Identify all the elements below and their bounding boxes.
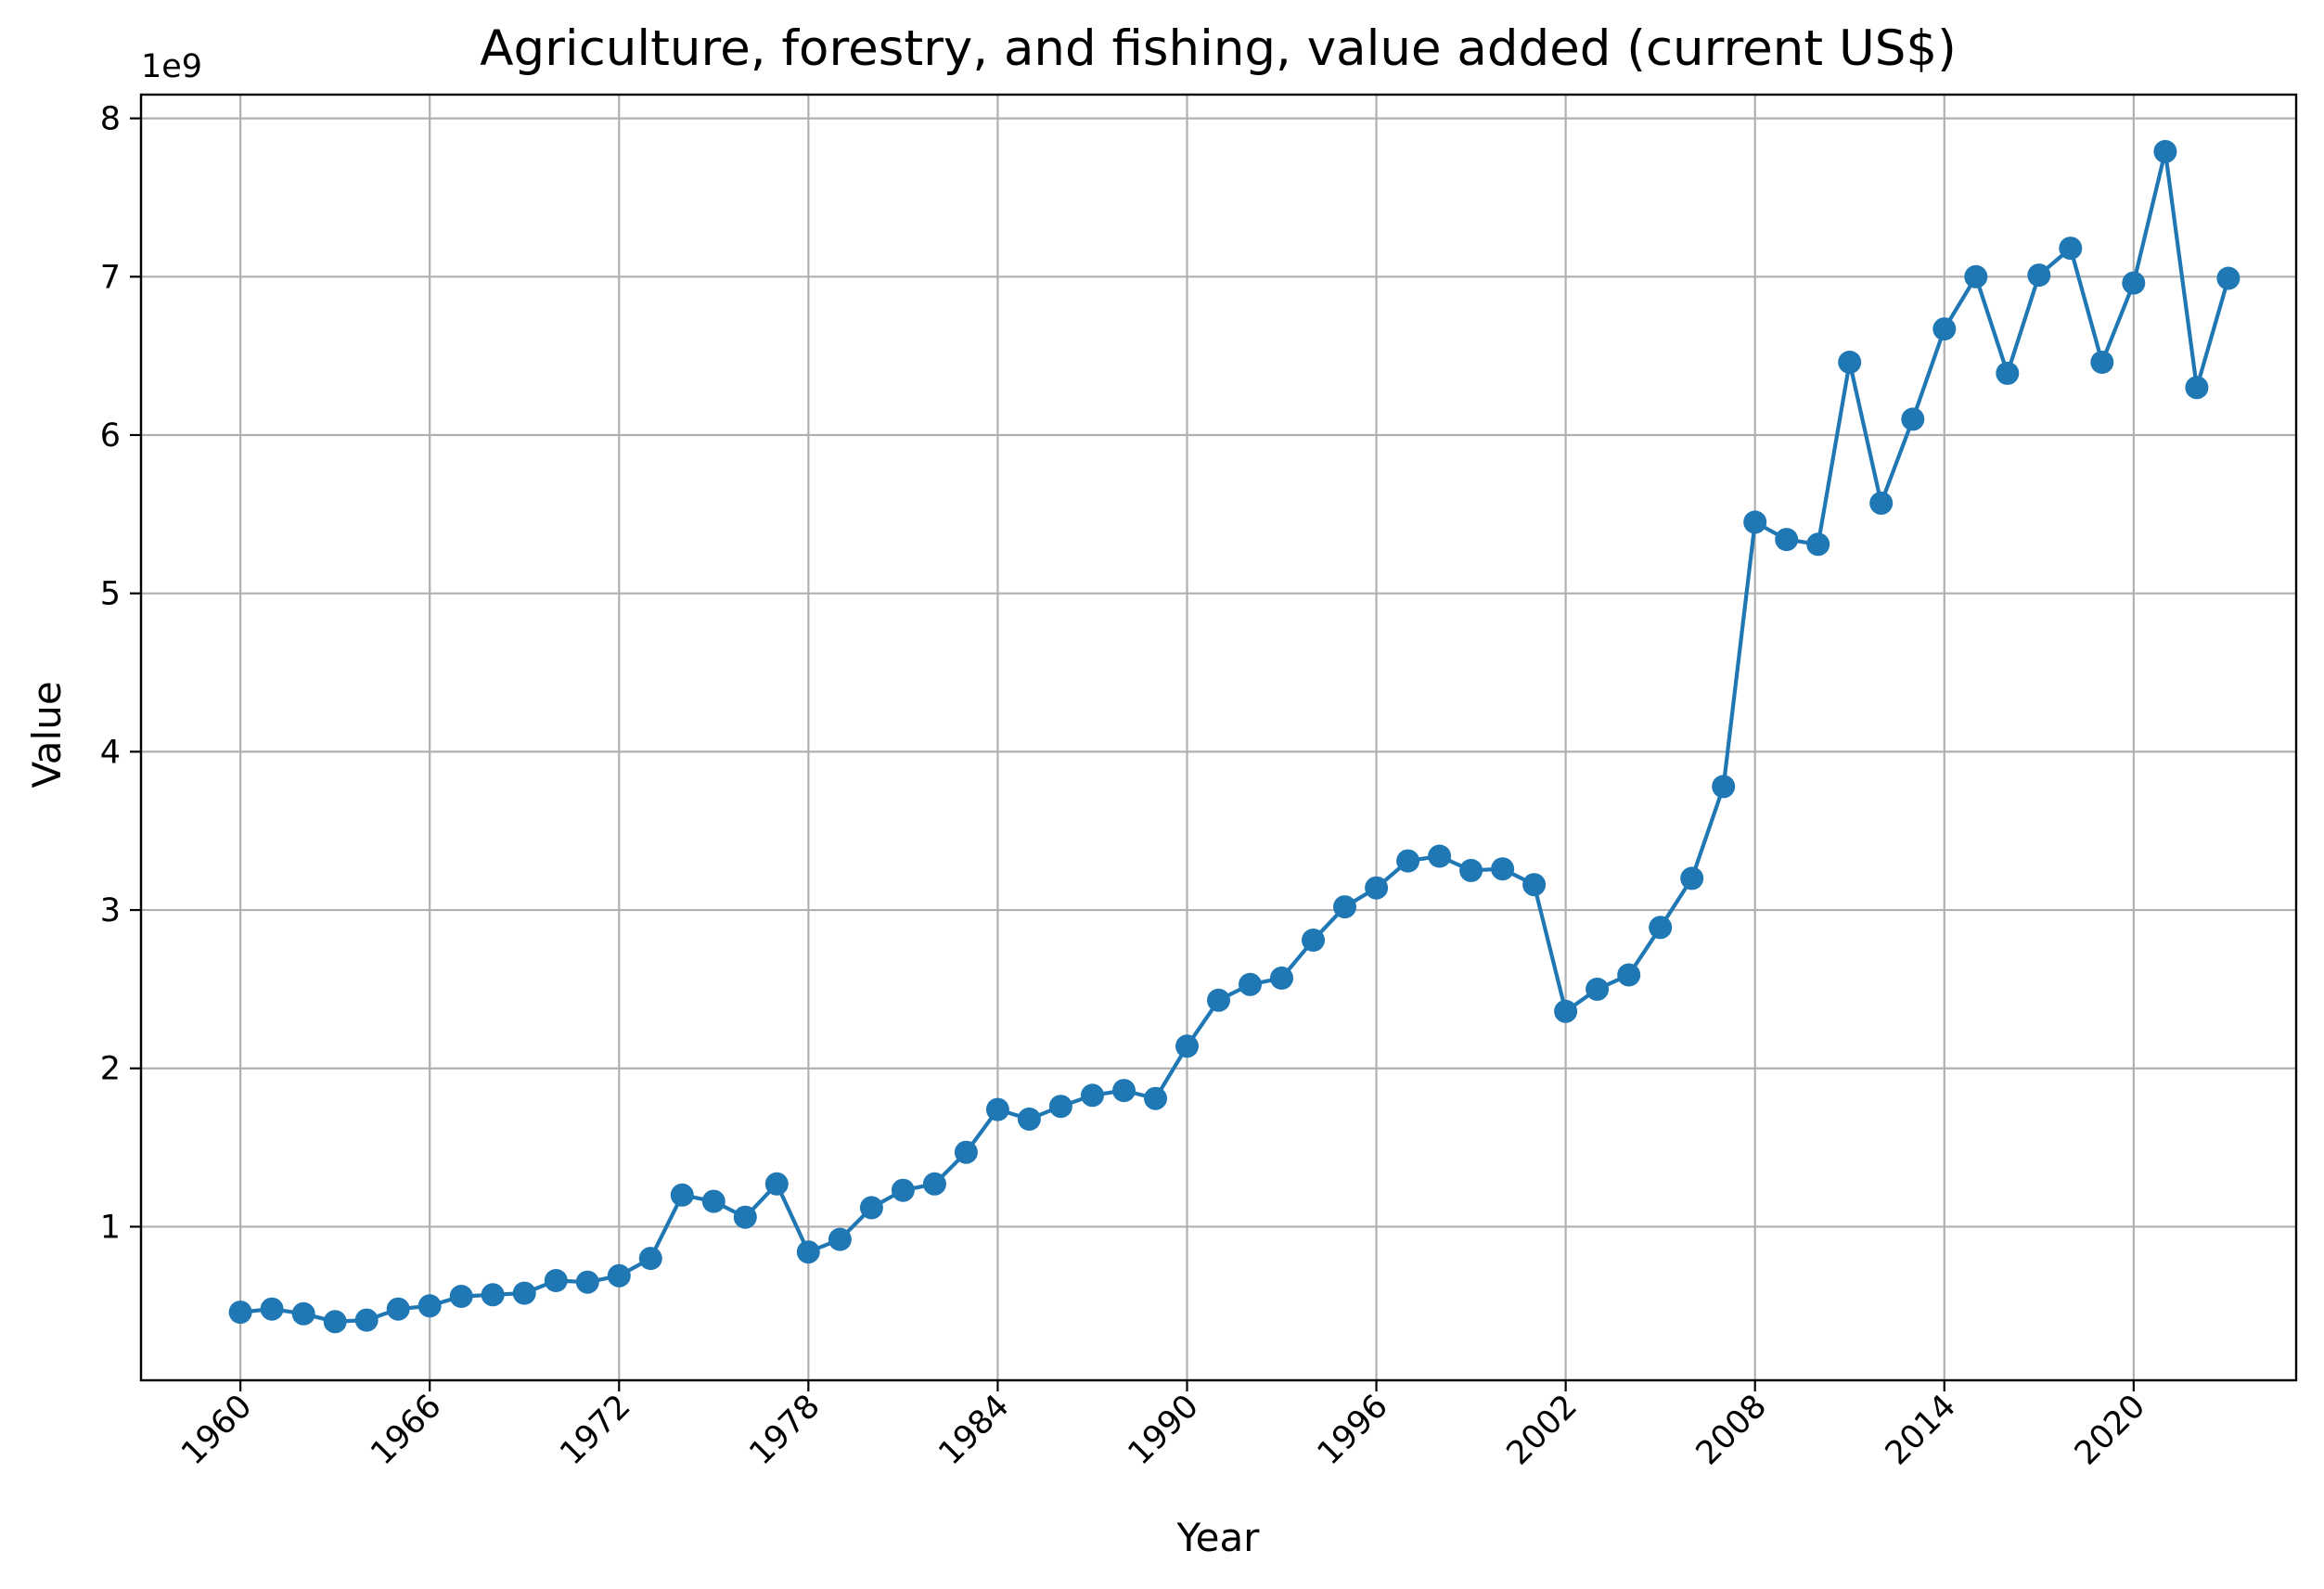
data-point [2216,266,2241,290]
data-point [2122,271,2146,295]
y-axis-offset-label: 1e9 [141,48,202,85]
data-point [1365,876,1389,900]
data-point [1680,866,1704,891]
data-point [354,1308,379,1332]
data-point [323,1310,347,1334]
data-point [1901,407,1925,431]
data-point [386,1297,410,1321]
data-point [1175,1034,1199,1058]
x-tick-label: 2008 [1689,1388,1774,1472]
y-tick-label: 3 [100,892,121,929]
data-point [1996,361,2020,385]
data-point [922,1172,946,1196]
data-point [1333,895,1356,919]
y-tick-label: 5 [100,576,121,613]
x-axis-ticks: 1960 1966 1972 1978 1984 1990 1996 2002 2008 2014… [174,1380,2152,1472]
data-point [2027,263,2051,288]
data-point [1838,351,1862,374]
data-point [1239,972,1262,996]
y-tick-label: 1 [100,1209,121,1246]
data-point [607,1263,631,1288]
data-point [1459,858,1483,882]
data-point [1302,929,1325,952]
data-point [417,1294,442,1318]
data-point [1017,1107,1041,1131]
y-tick-label: 4 [100,734,121,771]
series-line [239,149,2230,1324]
y-tick-label: 2 [100,1051,121,1088]
data-point [1112,1079,1136,1103]
data-point [1712,775,1736,799]
data-point [796,1240,820,1264]
x-tick-label: 1978 [742,1388,827,1472]
x-tick-label: 1990 [1122,1388,1206,1472]
data-point [1144,1086,1167,1110]
data-point [954,1140,978,1164]
data-point [670,1183,694,1207]
data-point [260,1297,284,1321]
data-point [1081,1083,1104,1108]
x-tick-label: 1984 [932,1388,1017,1472]
y-tick-label: 6 [100,417,121,455]
x-tick-label: 2014 [1879,1388,1963,1472]
data-point [764,1172,789,1196]
data-point [544,1269,568,1292]
data-point [512,1281,536,1305]
data-point [1270,966,1293,990]
data-point [2153,139,2177,163]
data-point [1617,963,1641,987]
data-point [2090,351,2114,374]
data-point [2185,376,2209,400]
data-point [891,1178,915,1202]
data-point [1554,999,1578,1023]
data-point [1806,532,1830,557]
data-point [575,1270,599,1294]
y-tick-label: 7 [100,259,121,296]
data-point [1396,849,1420,873]
data-point [1649,916,1673,940]
x-tick-label: 2002 [1500,1388,1585,1472]
y-axis-label: Value [24,681,70,788]
data-point [701,1189,725,1213]
data-point [481,1283,505,1307]
data-point [1586,977,1610,1001]
data-point [291,1301,315,1326]
data-point [2059,237,2083,261]
data-point [449,1285,473,1308]
data-point [1522,873,1547,897]
data-point [1964,264,1988,288]
data-point [859,1196,883,1220]
data-series [228,139,2241,1334]
data-point [1428,844,1452,868]
data-point [1932,317,1957,341]
data-point [1048,1095,1072,1119]
x-tick-label: 1972 [553,1388,637,1472]
data-point [638,1247,662,1271]
chart-title: Agriculture, forestry, and fishing, valu… [480,20,1957,77]
y-tick-label: 8 [100,101,121,138]
x-tick-label: 1996 [1311,1388,1395,1472]
data-point [828,1227,852,1251]
data-point [733,1205,757,1229]
data-point [228,1301,252,1325]
grid-lines [141,95,2296,1380]
x-tick-label: 2020 [2068,1388,2152,1472]
data-point [1491,857,1515,881]
plot-frame [139,93,2298,1382]
data-point [1775,528,1799,552]
data-point [985,1097,1009,1121]
data-point [1207,988,1230,1012]
data-point [1869,491,1894,515]
y-axis-ticks: 1 2 3 4 5 6 7 8 [100,101,141,1246]
x-tick-label: 1960 [174,1388,259,1472]
x-axis-label: Year [1176,1515,1261,1560]
x-tick-label: 1966 [364,1388,448,1472]
data-point [1743,510,1767,534]
